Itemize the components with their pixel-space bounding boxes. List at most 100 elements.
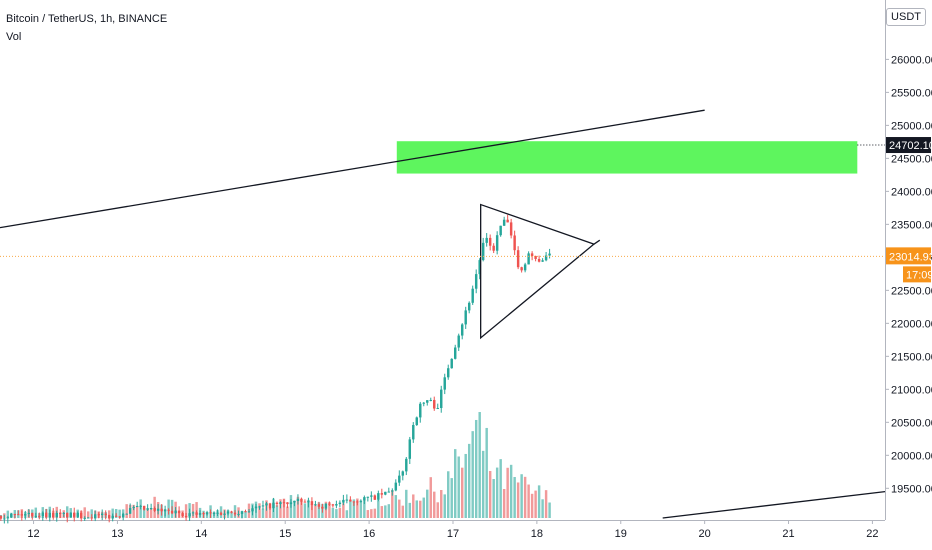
candle-body <box>135 505 139 508</box>
candle-body <box>429 399 432 401</box>
volume-bar <box>296 496 300 518</box>
candle-body <box>460 324 464 336</box>
volume-bar <box>513 477 516 518</box>
candle-body <box>422 402 425 404</box>
candle-body <box>380 493 384 495</box>
candle-body <box>349 499 352 502</box>
volume-bar <box>258 503 261 518</box>
candle-body <box>537 258 541 262</box>
x-tick-label: 20 <box>699 528 711 540</box>
candle-body <box>523 264 527 271</box>
volume-bar <box>457 456 460 518</box>
candle-body <box>293 500 296 503</box>
candle-body <box>513 235 516 251</box>
volume-bar <box>464 453 467 518</box>
volume-bar <box>349 500 352 518</box>
volume-bar <box>83 507 86 518</box>
candle-body <box>509 222 513 236</box>
candle-body <box>13 513 17 515</box>
candle-body <box>282 502 286 504</box>
y-tick-label: 21500.00 <box>891 351 932 363</box>
volume-bar <box>359 500 363 518</box>
candle-body <box>209 512 212 514</box>
candle-body <box>440 389 443 409</box>
volume-bar <box>537 485 541 518</box>
candle-body <box>41 512 45 516</box>
candle-body <box>544 255 548 261</box>
volume-bar <box>146 509 149 518</box>
candle-body <box>121 513 125 517</box>
candle-body <box>254 506 258 509</box>
marked-level-badge <box>886 137 931 154</box>
candle-body <box>377 493 380 500</box>
countdown-label: 17:09 <box>906 269 932 281</box>
candle-body <box>10 513 13 518</box>
candle-body <box>275 502 279 505</box>
candle-body <box>90 517 93 519</box>
volume-bar <box>453 449 457 518</box>
candle-body <box>296 498 300 501</box>
volume-bar <box>317 502 321 518</box>
candle-body <box>163 509 167 512</box>
volume-bar <box>530 493 534 518</box>
volume-bar <box>412 494 415 518</box>
volume-bar <box>436 502 439 518</box>
y-tick-label: 20500.00 <box>891 417 932 429</box>
volume-bar <box>398 499 401 518</box>
chart-title: Bitcoin / TetherUS, 1h, BINANCE <box>6 13 168 25</box>
candle-body <box>443 377 446 390</box>
volume-bar <box>544 490 548 518</box>
candle-body <box>467 302 471 311</box>
currency-unit-button[interactable]: USDT <box>886 8 926 26</box>
x-tick-label: 18 <box>531 528 543 540</box>
candle-body <box>373 495 377 500</box>
volume-bar <box>335 509 338 518</box>
y-tick-label: 19500.00 <box>891 483 932 495</box>
candle-body <box>188 513 191 517</box>
candle-body <box>83 517 86 519</box>
candle-body <box>27 512 31 515</box>
x-tick-label: 15 <box>279 528 291 540</box>
marked-level-label: 24702.10 <box>889 140 932 152</box>
volume-bar <box>314 504 317 518</box>
volume-bar <box>447 471 450 518</box>
candle-body <box>345 499 349 501</box>
candle-body <box>370 495 373 497</box>
volume-bar <box>135 506 139 518</box>
volume-bar <box>478 412 481 518</box>
candle-body <box>167 509 170 511</box>
candle-body <box>226 511 230 514</box>
volume-bar <box>275 505 279 518</box>
candle-body <box>195 512 198 515</box>
candle-body <box>0 515 3 519</box>
volume-bar <box>460 467 464 518</box>
volume-bar <box>488 470 492 518</box>
candle-body <box>342 499 345 503</box>
candle-body <box>324 503 328 509</box>
candle-body <box>142 505 146 510</box>
volume-bar <box>195 502 198 518</box>
volume-bar <box>377 500 380 518</box>
candle-body <box>268 503 272 509</box>
volume-bar <box>415 500 418 518</box>
lower-trendline <box>662 490 886 519</box>
volume-bar <box>471 431 474 518</box>
candle-body <box>258 506 261 508</box>
candle-body <box>352 501 356 503</box>
volume-bar <box>342 503 345 518</box>
candle-body <box>499 225 502 236</box>
candle-body <box>34 515 38 517</box>
volume-bar <box>352 499 356 518</box>
volume-bar <box>345 510 349 518</box>
candle-body <box>69 512 72 518</box>
y-tick-label: 22000.00 <box>891 318 932 330</box>
volume-bar <box>300 501 303 518</box>
candle-body <box>118 516 121 518</box>
candle-body <box>107 515 111 519</box>
volume-bar <box>230 511 233 518</box>
candle-body <box>48 512 51 518</box>
x-tick-label: 21 <box>782 528 794 540</box>
candle-body <box>181 513 184 516</box>
volume-bar <box>184 504 188 518</box>
